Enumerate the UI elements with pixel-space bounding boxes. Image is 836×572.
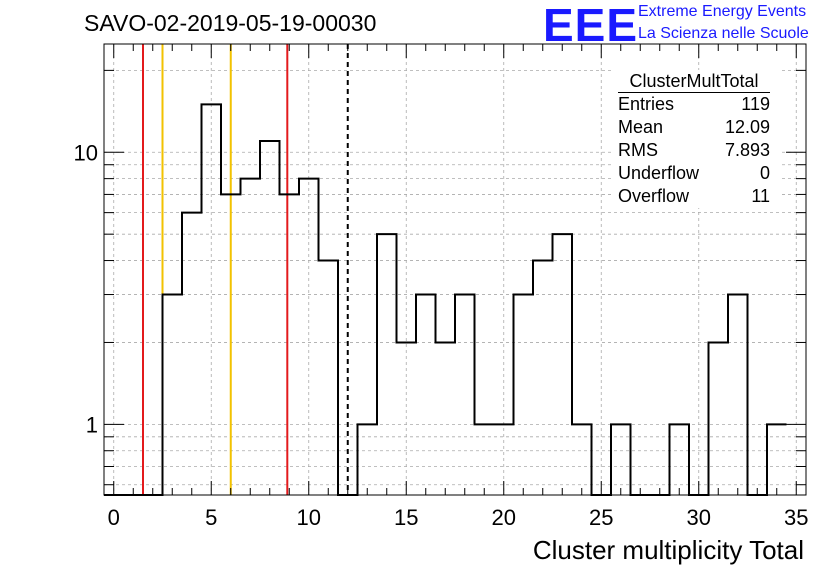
logo-line-1: Extreme Energy Events	[638, 3, 807, 20]
stats-label: RMS	[618, 140, 658, 160]
stats-row-underflow: Underflow 0	[612, 162, 780, 185]
y-tick-label: 1	[86, 412, 98, 437]
y-tick-label: 10	[74, 140, 98, 165]
run-title: SAVO-02-2019-05-19-00030	[84, 10, 377, 36]
vertical-markers	[142, 44, 349, 495]
histogram-series	[104, 103, 787, 496]
stats-row-overflow: Overflow 11	[612, 185, 780, 208]
plot-frame	[103, 43, 807, 496]
stats-label: Underflow	[618, 163, 700, 183]
stats-box: ClusterMultTotal Entries 119 Mean 12.09 …	[612, 70, 780, 208]
stats-row-entries: Entries 119	[612, 93, 780, 116]
x-axis-label: Cluster multiplicity Total	[533, 535, 804, 565]
stats-row-mean: Mean 12.09	[612, 116, 780, 139]
eee-logo: EEE	[543, 0, 639, 51]
stats-row-rms: RMS 7.893	[612, 139, 780, 162]
stats-label: Entries	[618, 94, 675, 114]
stats-value: 0	[759, 163, 770, 183]
x-tick-label: 10	[297, 505, 321, 530]
x-tick-label: 25	[589, 505, 613, 530]
stats-label: Overflow	[618, 186, 690, 206]
stats-title: ClusterMultTotal	[618, 70, 770, 93]
stats-value: 119	[741, 94, 770, 114]
x-tick-label: 35	[784, 505, 808, 530]
x-tick-label: 0	[108, 505, 120, 530]
stats-value: 12.09	[724, 117, 770, 137]
stats-label: Mean	[618, 117, 664, 137]
x-tick-label: 15	[394, 505, 418, 530]
stats-value: 7.893	[724, 140, 770, 160]
stats-value: 11	[751, 186, 770, 206]
x-tick-label: 20	[492, 505, 516, 530]
axis-ticks	[104, 44, 806, 495]
x-tick-label: 30	[687, 505, 711, 530]
logo-line-2: La Scienza nelle Scuole	[638, 25, 809, 42]
x-tick-label: 5	[205, 505, 217, 530]
